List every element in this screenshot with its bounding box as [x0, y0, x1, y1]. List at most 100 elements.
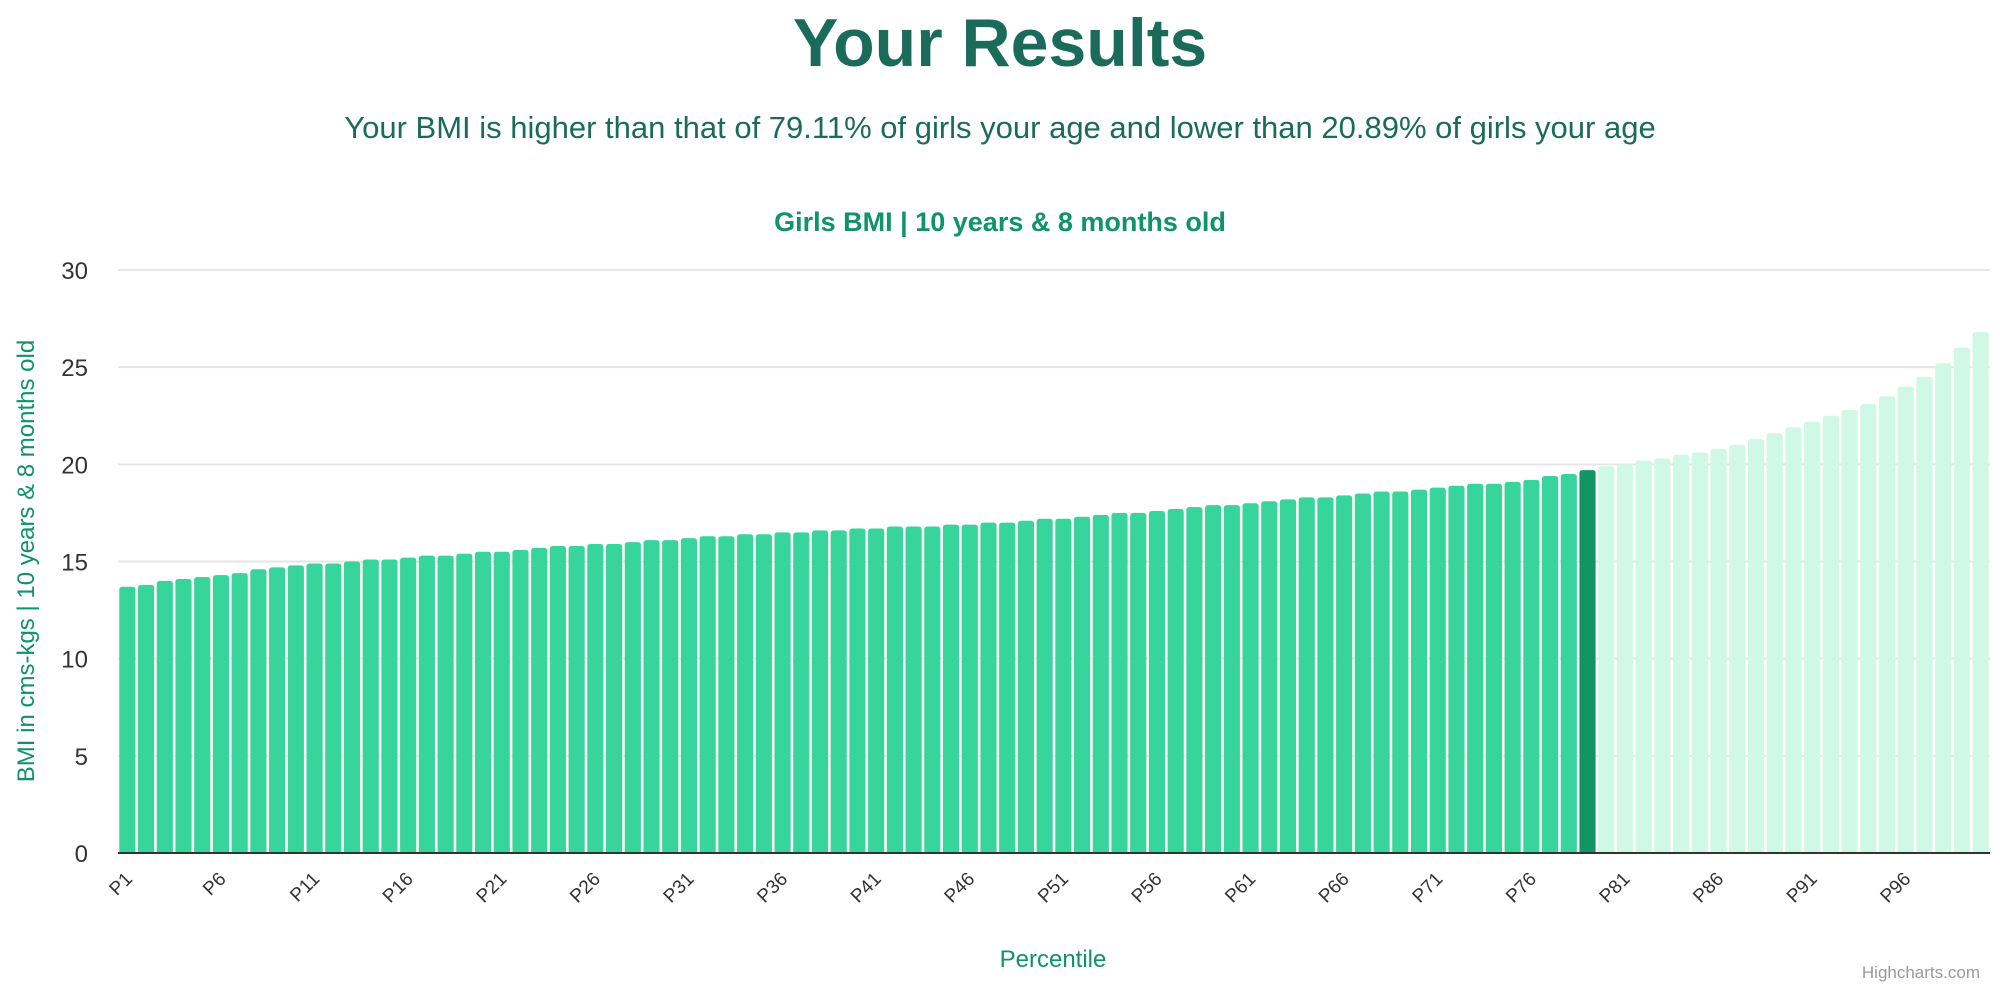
bar-p81[interactable]: [1616, 464, 1634, 853]
bar-p6[interactable]: [212, 575, 230, 853]
bar-p8[interactable]: [250, 569, 267, 853]
bar-p60[interactable]: [1223, 505, 1240, 853]
bar-p10[interactable]: [287, 565, 304, 853]
bar-p34[interactable]: [737, 534, 754, 853]
bar-p16[interactable]: [400, 557, 417, 853]
bar-p54[interactable]: [1111, 512, 1128, 853]
bar-p83[interactable]: [1654, 458, 1671, 853]
bar-p80[interactable]: [1598, 466, 1615, 853]
bar-p46[interactable]: [961, 524, 978, 853]
bar-p70[interactable]: [1410, 489, 1428, 853]
bar-p89[interactable]: [1766, 433, 1783, 853]
bar-p78[interactable]: [1560, 474, 1577, 853]
bar-p41[interactable]: [868, 528, 885, 853]
bar-p5[interactable]: [194, 577, 211, 853]
bar-p57[interactable]: [1167, 509, 1184, 853]
bar-p14[interactable]: [362, 559, 379, 853]
bar-p71[interactable]: [1429, 487, 1446, 853]
bar-p79[interactable]: [1579, 470, 1596, 853]
bar-p91[interactable]: [1804, 421, 1821, 853]
bar-p39[interactable]: [830, 530, 847, 853]
bar-p7[interactable]: [231, 573, 248, 853]
bar-p43[interactable]: [905, 526, 922, 853]
bar-p62[interactable]: [1261, 501, 1278, 853]
bar-p20[interactable]: [474, 551, 492, 853]
bar-p96[interactable]: [1897, 386, 1914, 853]
bar-p93[interactable]: [1841, 409, 1858, 853]
bar-p42[interactable]: [886, 526, 903, 853]
bar-p92[interactable]: [1822, 415, 1839, 853]
bar-p25[interactable]: [568, 545, 585, 853]
bar-p18[interactable]: [437, 555, 454, 853]
bar-p15[interactable]: [381, 559, 398, 853]
bar-p64[interactable]: [1298, 497, 1315, 853]
bar-p28[interactable]: [624, 542, 641, 853]
bar-p99[interactable]: [1953, 347, 1970, 853]
bar-p27[interactable]: [606, 544, 623, 853]
bar-p56[interactable]: [1148, 510, 1166, 853]
bar-p94[interactable]: [1860, 404, 1877, 853]
bar-p82[interactable]: [1635, 460, 1652, 853]
bar-p30[interactable]: [662, 540, 679, 853]
bar-p86[interactable]: [1710, 448, 1727, 853]
bar-p1[interactable]: [119, 586, 136, 853]
bar-p95[interactable]: [1878, 396, 1896, 853]
bar-p35[interactable]: [755, 534, 772, 853]
bar-p65[interactable]: [1317, 497, 1334, 853]
bar-p47[interactable]: [980, 522, 997, 853]
bar-p77[interactable]: [1542, 475, 1559, 853]
bar-p87[interactable]: [1729, 444, 1746, 853]
bar-p50[interactable]: [1036, 518, 1053, 853]
bar-p2[interactable]: [138, 584, 155, 853]
bar-p55[interactable]: [1130, 512, 1147, 853]
bar-p29[interactable]: [643, 540, 660, 853]
bar-p73[interactable]: [1467, 483, 1484, 853]
bar-p12[interactable]: [325, 563, 342, 853]
bar-p97[interactable]: [1916, 376, 1933, 853]
bar-p69[interactable]: [1392, 491, 1409, 853]
bar-p19[interactable]: [456, 553, 473, 853]
bar-p17[interactable]: [418, 555, 435, 853]
bar-p38[interactable]: [811, 530, 829, 853]
bar-p59[interactable]: [1205, 505, 1222, 853]
bar-p63[interactable]: [1279, 499, 1297, 853]
bar-p61[interactable]: [1242, 503, 1259, 853]
bar-p72[interactable]: [1448, 485, 1465, 853]
bar-p45[interactable]: [942, 524, 960, 853]
bar-p100[interactable]: [1972, 332, 1989, 854]
bar-p44[interactable]: [924, 526, 941, 853]
bar-p85[interactable]: [1691, 452, 1708, 853]
bar-p53[interactable]: [1092, 514, 1109, 853]
bar-p58[interactable]: [1186, 507, 1203, 853]
bar-p3[interactable]: [156, 580, 173, 853]
bar-p66[interactable]: [1336, 495, 1353, 853]
bar-p37[interactable]: [793, 532, 810, 853]
bar-p22[interactable]: [512, 549, 529, 853]
bar-p68[interactable]: [1373, 491, 1390, 853]
bar-p31[interactable]: [680, 538, 698, 853]
bar-p11[interactable]: [306, 563, 323, 853]
bar-p32[interactable]: [699, 536, 716, 853]
bar-p13[interactable]: [343, 561, 361, 854]
bar-p48[interactable]: [999, 522, 1016, 853]
bar-p49[interactable]: [1017, 520, 1034, 853]
chart-credit[interactable]: Highcharts.com: [1862, 963, 1980, 982]
bar-p36[interactable]: [774, 532, 791, 853]
bar-p23[interactable]: [531, 547, 548, 853]
bar-p51[interactable]: [1055, 518, 1072, 853]
bar-p21[interactable]: [493, 551, 510, 853]
bar-p67[interactable]: [1354, 493, 1371, 853]
bar-p90[interactable]: [1785, 427, 1802, 853]
bar-p26[interactable]: [587, 544, 604, 853]
bar-p33[interactable]: [718, 536, 735, 853]
bar-p40[interactable]: [849, 528, 866, 853]
bar-p24[interactable]: [549, 545, 566, 853]
bar-p9[interactable]: [269, 567, 286, 853]
bar-p52[interactable]: [1074, 516, 1091, 853]
bar-p84[interactable]: [1673, 454, 1690, 853]
bar-p4[interactable]: [175, 578, 192, 853]
bar-p98[interactable]: [1935, 363, 1952, 853]
bar-p88[interactable]: [1747, 439, 1765, 853]
bar-p75[interactable]: [1504, 481, 1521, 853]
bar-p74[interactable]: [1485, 483, 1502, 853]
